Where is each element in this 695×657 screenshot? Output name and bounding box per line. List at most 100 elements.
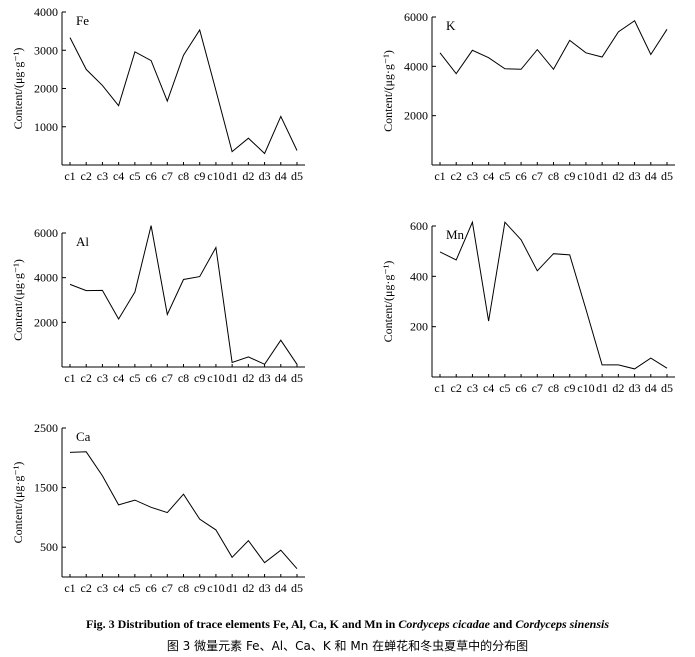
x-tick-label: c1 bbox=[64, 581, 75, 595]
x-tick-label: c8 bbox=[178, 169, 189, 183]
y-tick-label: 1000 bbox=[34, 120, 58, 134]
caption-species-1: Cordyceps cicadae bbox=[398, 617, 490, 631]
x-tick-label: d2 bbox=[242, 581, 254, 595]
x-tick-label: d1 bbox=[226, 581, 238, 595]
x-tick-label: c8 bbox=[548, 169, 559, 183]
x-tick-label: c10 bbox=[207, 169, 224, 183]
x-tick-label: d5 bbox=[291, 169, 303, 183]
panel-title-fe: Fe bbox=[76, 13, 89, 28]
x-tick-label: c4 bbox=[113, 371, 124, 385]
x-tick-label: c7 bbox=[162, 581, 173, 595]
series-line-al bbox=[69, 225, 298, 365]
x-tick-label: d4 bbox=[275, 169, 287, 183]
y-tick-label: 1500 bbox=[34, 481, 58, 495]
series-line-ca bbox=[69, 451, 298, 570]
x-tick-label: c8 bbox=[548, 381, 559, 395]
figure-caption-english: Fig. 3 Distribution of trace elements Fe… bbox=[0, 617, 695, 632]
y-axis-label-al: Content/(μg·g⁻¹) bbox=[11, 259, 25, 341]
x-tick-label: c2 bbox=[451, 381, 462, 395]
x-tick-label: d2 bbox=[242, 371, 254, 385]
x-tick-label: c1 bbox=[434, 381, 445, 395]
y-tick-label: 2000 bbox=[34, 82, 58, 96]
y-tick-label: 400 bbox=[410, 269, 428, 283]
x-tick-label: c2 bbox=[81, 169, 92, 183]
series-line-mn bbox=[439, 220, 668, 370]
y-axis-label-mn: Content/(μg·g⁻¹) bbox=[381, 261, 395, 343]
x-tick-label: c7 bbox=[162, 371, 173, 385]
panel-title-mn: Mn bbox=[446, 227, 465, 242]
x-tick-label: d2 bbox=[612, 169, 624, 183]
x-tick-label: c7 bbox=[532, 169, 543, 183]
x-tick-label: d3 bbox=[259, 169, 271, 183]
y-tick-label: 2000 bbox=[404, 109, 428, 123]
x-tick-label: c9 bbox=[194, 169, 205, 183]
y-tick-label: 4000 bbox=[34, 5, 58, 19]
chart-mn: 200 400 600 c1 c2 c3 c4 c5 c6 c7 c8 c9 c10 d1 d2 d3 d4 d5… bbox=[381, 219, 675, 395]
x-tick-label: c6 bbox=[515, 169, 526, 183]
x-tick-label: d4 bbox=[275, 371, 287, 385]
x-tick-label: c9 bbox=[194, 371, 205, 385]
chart-k: 2000 4000 6000 c1 c2 c3 c4 c5 c6 c7 c8 c9 c10 d1 d2 d3 d… bbox=[381, 10, 675, 183]
x-tick-label: c4 bbox=[483, 381, 494, 395]
x-tick-label: c2 bbox=[81, 371, 92, 385]
x-tick-label: d3 bbox=[259, 581, 271, 595]
x-tick-label: d5 bbox=[661, 169, 673, 183]
y-tick-label: 6000 bbox=[34, 226, 58, 240]
x-tick-label: c3 bbox=[97, 581, 108, 595]
x-tick-label: c3 bbox=[97, 371, 108, 385]
caption-and: and bbox=[489, 617, 516, 631]
x-tick-label: c9 bbox=[564, 169, 575, 183]
x-tick-label: c4 bbox=[113, 581, 124, 595]
chart-ca: 500 1500 2500 c1 c2 c3 c4 c5 c6 c7 c8 c9 c10 d1 d2 d3 d4… bbox=[11, 421, 305, 595]
x-tick-label: d1 bbox=[596, 381, 608, 395]
y-axis-label-k: Content/(μg·g⁻¹) bbox=[381, 50, 395, 132]
x-tick-label: d1 bbox=[226, 169, 238, 183]
figure-caption-chinese: 图 3 微量元素 Fe、Al、Ca、K 和 Mn 在蝉花和冬虫夏草中的分布图 bbox=[166, 639, 529, 653]
x-tick-label: d4 bbox=[275, 581, 287, 595]
y-tick-label: 2000 bbox=[34, 315, 58, 329]
x-tick-label: c5 bbox=[129, 371, 140, 385]
x-tick-label: c6 bbox=[145, 371, 156, 385]
y-tick-label: 2500 bbox=[34, 421, 58, 435]
x-tick-label: d1 bbox=[596, 169, 608, 183]
x-tick-label: c1 bbox=[434, 169, 445, 183]
x-tick-label: d3 bbox=[629, 169, 641, 183]
panel-title-k: K bbox=[446, 18, 456, 33]
x-tick-label: c10 bbox=[207, 371, 224, 385]
x-tick-label: c5 bbox=[129, 169, 140, 183]
x-tick-label: c10 bbox=[577, 381, 594, 395]
panel-title-al: Al bbox=[76, 234, 89, 249]
x-tick-label: c2 bbox=[81, 581, 92, 595]
x-tick-label: c1 bbox=[64, 371, 75, 385]
x-tick-label: c5 bbox=[499, 381, 510, 395]
x-tick-label: c4 bbox=[483, 169, 494, 183]
x-tick-label: c2 bbox=[451, 169, 462, 183]
x-tick-label: d3 bbox=[629, 381, 641, 395]
y-axis-label-fe: Content/(μg·g⁻¹) bbox=[11, 48, 25, 130]
x-tick-label: c7 bbox=[162, 169, 173, 183]
x-tick-label: c3 bbox=[467, 381, 478, 395]
caption-prefix: Fig. 3 Distribution of trace elements Fe… bbox=[86, 617, 399, 631]
y-tick-label: 3000 bbox=[34, 43, 58, 57]
y-tick-label: 600 bbox=[410, 219, 428, 233]
x-tick-label: c10 bbox=[577, 169, 594, 183]
x-tick-label: c9 bbox=[194, 581, 205, 595]
y-tick-label: 4000 bbox=[404, 59, 428, 73]
x-tick-label: c1 bbox=[64, 169, 75, 183]
y-tick-label: 500 bbox=[40, 540, 58, 554]
x-tick-label: c5 bbox=[129, 581, 140, 595]
x-tick-label: d2 bbox=[242, 169, 254, 183]
x-tick-label: c8 bbox=[178, 371, 189, 385]
x-tick-label: c6 bbox=[515, 381, 526, 395]
panel-title-ca: Ca bbox=[76, 429, 91, 444]
y-tick-label: 4000 bbox=[34, 271, 58, 285]
x-tick-label: c3 bbox=[97, 169, 108, 183]
x-tick-label: d2 bbox=[612, 381, 624, 395]
series-line-fe bbox=[69, 28, 298, 155]
x-tick-label: d1 bbox=[226, 371, 238, 385]
x-tick-label: d5 bbox=[661, 381, 673, 395]
y-axis-label-ca: Content/(μg·g⁻¹) bbox=[11, 462, 25, 544]
x-tick-label: d3 bbox=[259, 371, 271, 385]
x-tick-label: c10 bbox=[207, 581, 224, 595]
